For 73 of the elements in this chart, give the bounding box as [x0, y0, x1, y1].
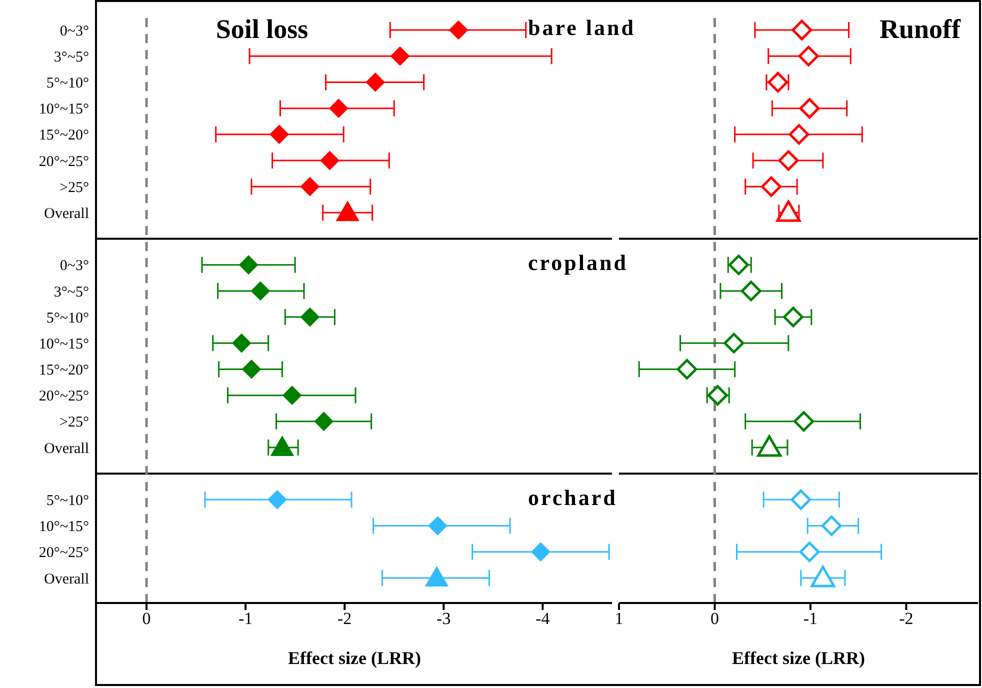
x-tick-label: -2	[899, 609, 914, 628]
chart-title: Runoff	[879, 14, 961, 44]
y-tick-label: 10°~15°	[38, 519, 89, 536]
point	[268, 490, 287, 510]
x-tick-label: -3	[436, 609, 451, 628]
point	[782, 306, 804, 328]
y-tick-label: >25°	[60, 180, 89, 196]
point	[799, 98, 820, 119]
point	[760, 176, 782, 197]
text: bare land	[528, 15, 636, 40]
x-tick-label: 0	[142, 609, 151, 628]
point	[778, 150, 799, 171]
series-label: orchard	[528, 484, 618, 510]
y-tick-label: 5°~10°	[46, 493, 89, 510]
point	[250, 281, 270, 300]
chart-title: Soil loss	[216, 14, 308, 44]
y-tick-label: 10°~15°	[38, 102, 89, 118]
x-axis-title: Effect size (LRR)	[288, 648, 421, 668]
y-tick-label: Overall	[44, 440, 89, 457]
y-tick-label: 3°~5°	[54, 284, 89, 300]
y-tick-label: 20°~25°	[38, 545, 89, 562]
x-tick-label: 0	[710, 609, 719, 628]
point	[799, 542, 820, 562]
y-tick-label: Overall	[44, 206, 89, 222]
point	[792, 20, 812, 40]
point	[320, 151, 340, 170]
point	[232, 334, 252, 353]
x-tick-label: -2	[338, 609, 352, 628]
y-tick-label: 10°~15°	[38, 336, 89, 352]
point	[810, 566, 836, 588]
point	[728, 254, 749, 276]
x-tick-label: -1	[803, 609, 818, 628]
point	[314, 412, 334, 431]
y-tick-label: Overall	[44, 571, 89, 588]
point	[300, 308, 320, 327]
y-tick-label: 15°~20°	[38, 128, 89, 144]
y-tick-label: 5°~10°	[46, 76, 89, 92]
x-tick-label: -1	[238, 609, 253, 628]
point	[329, 98, 348, 118]
point	[425, 566, 448, 586]
point	[366, 72, 385, 92]
y-tick-label: 3°~5°	[54, 49, 89, 66]
point	[790, 489, 812, 510]
point	[300, 177, 320, 196]
point	[448, 20, 468, 40]
point	[798, 46, 819, 66]
point	[239, 255, 258, 274]
point	[821, 516, 842, 536]
point	[531, 542, 550, 562]
point	[242, 360, 261, 379]
point	[270, 436, 294, 456]
y-tick-label: 20°~25°	[38, 154, 89, 170]
y-tick-label: >25°	[60, 414, 89, 431]
x-axis-title: Effect size (LRR)	[732, 648, 865, 668]
point	[724, 332, 744, 354]
y-tick-label: 5°~10°	[46, 310, 89, 326]
point	[390, 46, 410, 66]
point	[676, 358, 698, 380]
point	[794, 411, 814, 432]
x-tick-label: -4	[536, 609, 550, 628]
point	[740, 280, 762, 302]
point	[270, 124, 289, 144]
x-tick-label: 1	[614, 609, 624, 628]
point	[788, 124, 810, 145]
y-tick-label: 20°~25°	[38, 388, 89, 405]
point	[428, 516, 448, 536]
point	[757, 435, 782, 457]
y-tick-label: 0~3°	[60, 23, 89, 40]
y-tick-label: 15°~20°	[38, 362, 89, 379]
point	[282, 386, 302, 405]
y-tick-label: 0~3°	[60, 258, 89, 274]
point	[336, 201, 360, 222]
text: cropland	[528, 250, 628, 275]
